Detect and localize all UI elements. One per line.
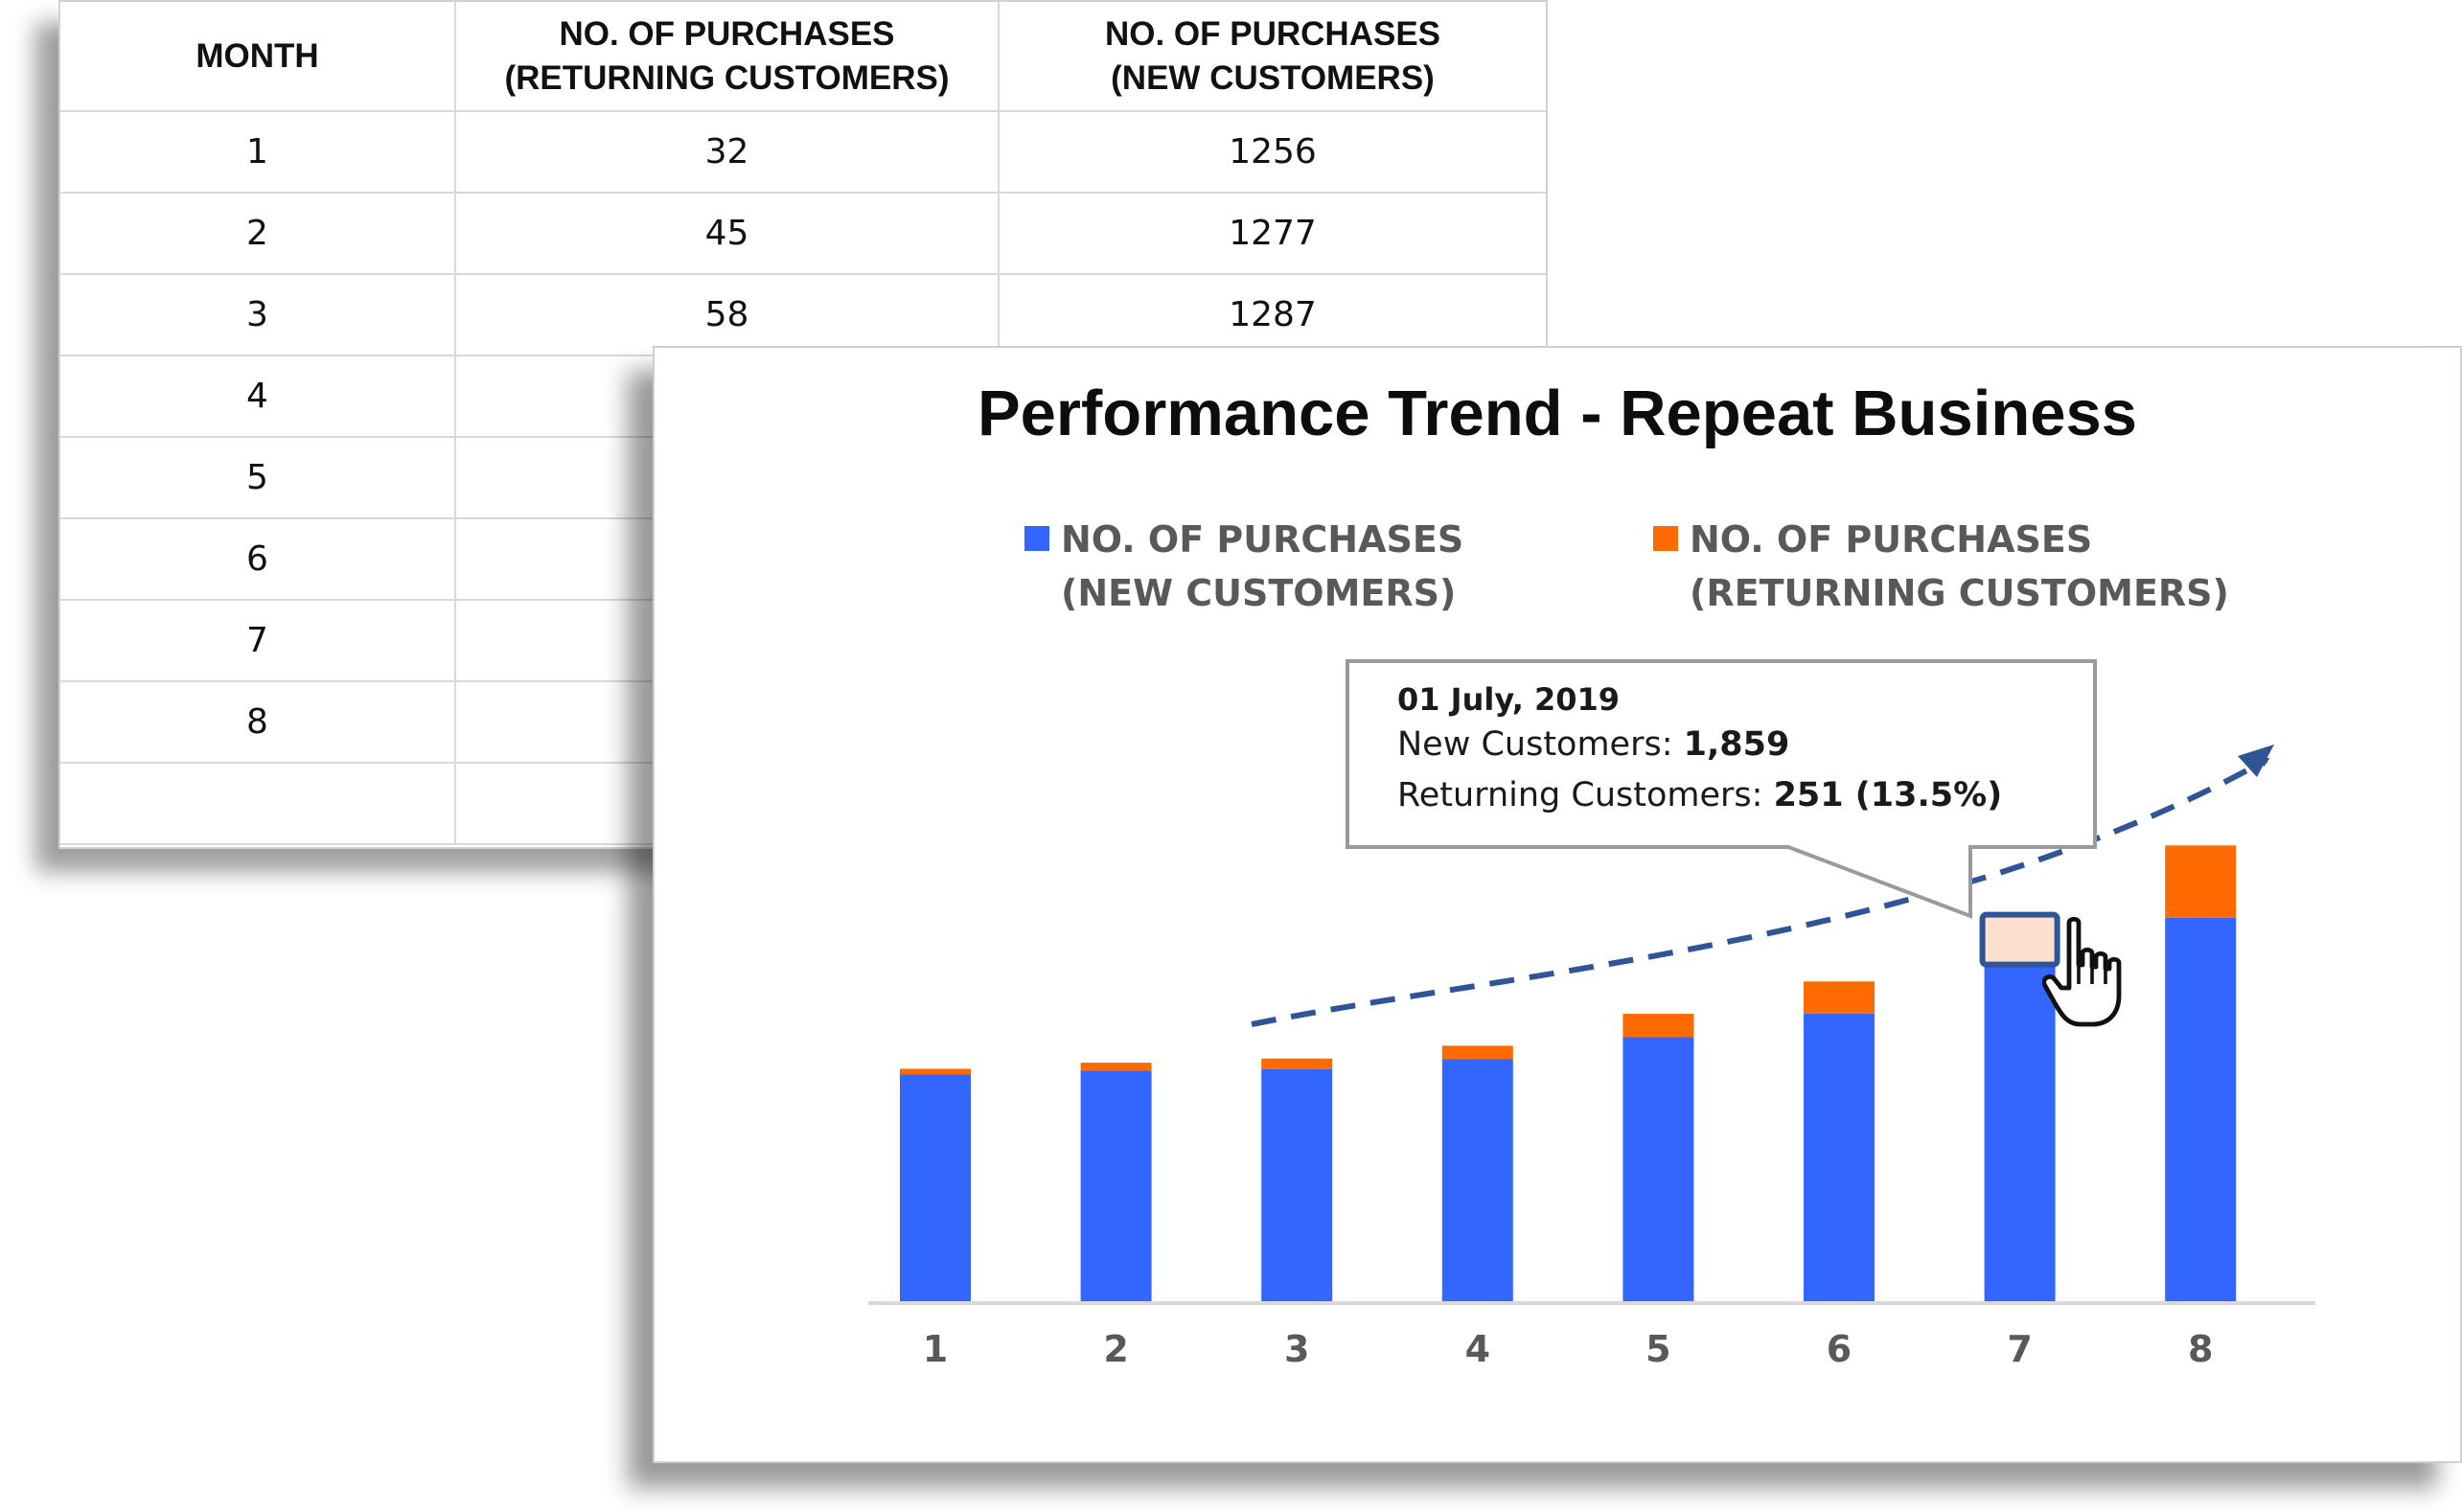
cell-month[interactable]: 5 [60, 437, 456, 519]
x-axis-ticks: 1 2 3 4 5 6 7 8 [923, 1328, 2214, 1370]
legend-label-new: NO. OF PURCHASES (NEW CUSTOMERS) [1061, 513, 1463, 620]
header-month: MONTH [60, 2, 456, 112]
legend-label-returning-line1: NO. OF PURCHASES [1690, 518, 2093, 561]
table-row: 2 45 1277 [60, 193, 1546, 275]
cell-month[interactable]: 3 [60, 274, 456, 356]
header-new-customers: NO. OF PURCHASES (NEW CUSTOMERS) [999, 2, 1546, 112]
bar-returning-customers[interactable] [1622, 1014, 1694, 1038]
bar-new-customers[interactable] [1441, 1059, 1513, 1301]
header-month-label: MONTH [196, 36, 319, 75]
bar-returning-customers[interactable] [1441, 1045, 1513, 1060]
table-row: 3 58 1287 [60, 274, 1546, 356]
x-tick-label: 8 [2188, 1328, 2213, 1370]
header-returning-line1: NO. OF PURCHASES [559, 14, 895, 53]
x-tick-label: 6 [1827, 1328, 1852, 1370]
highlighted-bar-segment[interactable] [1979, 911, 2060, 968]
bar-returning-customers[interactable] [1261, 1058, 1333, 1069]
legend-swatch-new [1024, 526, 1049, 551]
x-tick-label: 5 [1645, 1328, 1670, 1370]
tooltip-date: 01 July, 2019 [1397, 681, 1621, 718]
bar-returning-customers[interactable] [900, 1068, 971, 1075]
stacked-bar-chart: 1 2 3 4 5 6 7 8 [868, 659, 2315, 1370]
cell-returning[interactable]: 58 [455, 274, 1000, 356]
legend-label-returning-line2: (RETURNING CUSTOMERS) [1690, 572, 2229, 614]
bar-returning-customers[interactable] [1080, 1063, 1152, 1071]
tooltip-new-label: New Customers: [1397, 725, 1684, 764]
cell-month[interactable]: 2 [60, 193, 456, 275]
bar-new-customers[interactable] [900, 1074, 971, 1301]
cell-month[interactable]: 4 [60, 355, 456, 438]
trend-arrow [1251, 757, 2270, 1027]
table-row: 1 32 1256 [60, 111, 1546, 194]
header-returning-line2: (RETURNING CUSTOMERS) [504, 58, 950, 97]
cell-returning[interactable]: 45 [455, 193, 1000, 275]
bar-new-customers[interactable] [1622, 1037, 1694, 1301]
table-header-row: MONTH NO. OF PURCHASES (RETURNING CUSTOM… [60, 2, 1546, 112]
bar-returning-customers[interactable] [1804, 981, 1875, 1014]
x-tick-label: 4 [1465, 1328, 1490, 1370]
cell-month[interactable]: 7 [60, 600, 456, 682]
bar-new-customers[interactable] [1080, 1070, 1152, 1301]
header-returning-customers: NO. OF PURCHASES (RETURNING CUSTOMERS) [455, 2, 1000, 112]
x-tick-label: 2 [1103, 1328, 1128, 1370]
tooltip-new-value: 1,859 [1683, 725, 1790, 764]
bars-layer [900, 845, 2237, 1301]
tooltip-returning-customers: Returning Customers: 251 (13.5%) [1397, 769, 2002, 822]
bar-new-customers[interactable] [2165, 917, 2237, 1301]
cell-new[interactable]: 1287 [999, 274, 1546, 356]
header-new-line1: NO. OF PURCHASES [1104, 14, 1441, 53]
cell-new[interactable]: 1277 [999, 193, 1546, 275]
tooltip-callout [1346, 659, 2097, 919]
cell-new[interactable]: 1256 [999, 111, 1546, 194]
bar-new-customers[interactable] [1984, 965, 2056, 1301]
chart-panel: Performance Trend - Repeat Business NO. … [653, 346, 2462, 1463]
tooltip: 01 July, 2019 New Customers: 1,859 Retur… [1397, 680, 2002, 822]
trend-arrowhead [2238, 745, 2274, 777]
x-tick-label: 3 [1284, 1328, 1309, 1370]
hand-cursor-icon [2042, 916, 2122, 1027]
header-new-line2: (NEW CUSTOMERS) [1111, 58, 1435, 97]
chart-title: Performance Trend - Repeat Business [977, 378, 2138, 449]
legend-label-returning: NO. OF PURCHASES (RETURNING CUSTOMERS) [1690, 513, 2229, 620]
cell-month[interactable]: 6 [60, 518, 456, 601]
tooltip-new-customers: New Customers: 1,859 [1397, 719, 2002, 771]
tooltip-returning-value: 251 (13.5%) [1773, 776, 2003, 814]
cell-month[interactable]: 1 [60, 111, 456, 194]
cell-month[interactable]: 8 [60, 681, 456, 764]
cell-returning[interactable]: 32 [455, 111, 1000, 194]
legend-swatch-returning [1653, 526, 1678, 551]
x-tick-label: 7 [2007, 1328, 2032, 1370]
cell-month[interactable] [60, 763, 456, 845]
bar-returning-customers[interactable] [2165, 845, 2237, 918]
legend-label-new-line1: NO. OF PURCHASES [1061, 518, 1464, 561]
bar-new-customers[interactable] [1804, 1013, 1875, 1301]
tooltip-returning-label: Returning Customers: [1397, 776, 1774, 814]
bar-new-customers[interactable] [1261, 1068, 1333, 1301]
legend-label-new-line2: (NEW CUSTOMERS) [1061, 572, 1457, 614]
x-tick-label: 1 [923, 1328, 948, 1370]
